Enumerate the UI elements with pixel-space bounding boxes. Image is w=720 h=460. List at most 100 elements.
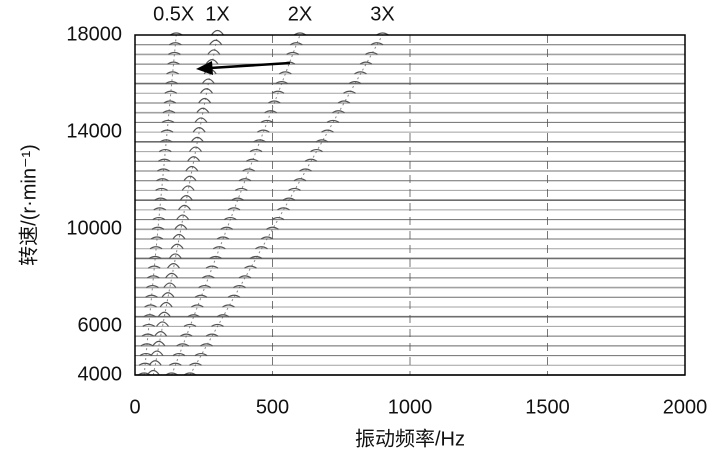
- order-peak: [147, 265, 161, 269]
- order-peak: [183, 175, 197, 182]
- order-peak: [209, 255, 222, 259]
- order-peak: [326, 119, 340, 123]
- order-peak: [163, 100, 177, 104]
- order-label: 2X: [288, 3, 312, 25]
- order-peak: [151, 226, 165, 230]
- order-peak: [271, 90, 285, 94]
- order-peak: [253, 139, 266, 143]
- plot-frame: [134, 34, 686, 376]
- order-peak: [141, 333, 155, 337]
- order-peak: [198, 97, 212, 104]
- order-peak: [157, 168, 170, 172]
- y-tick-label: 18000: [66, 23, 122, 45]
- order-peak: [310, 148, 323, 153]
- order-peak: [168, 51, 181, 55]
- order-peak: [209, 39, 223, 46]
- order-peak: [207, 49, 221, 55]
- x-tick-label: 1000: [388, 396, 433, 418]
- order-peak: [224, 216, 237, 221]
- order-peak: [190, 136, 204, 143]
- order-peak: [170, 243, 184, 250]
- order-peak: [354, 71, 367, 75]
- order-peak: [249, 255, 263, 259]
- order-peak: [198, 284, 211, 289]
- order-label: 3X: [370, 3, 394, 25]
- order-peak: [152, 216, 166, 221]
- order-peak: [235, 187, 248, 191]
- order-peak: [150, 236, 164, 240]
- order-peak: [176, 214, 190, 220]
- order-peak: [348, 80, 362, 85]
- order-line: [143, 34, 177, 376]
- order-peak: [176, 343, 189, 347]
- order-peak: [238, 178, 252, 182]
- y-tick-label: 10000: [66, 218, 122, 240]
- order-peak: [164, 90, 178, 94]
- order-peak: [282, 197, 296, 201]
- order-peak: [200, 88, 213, 94]
- order-peak: [154, 331, 168, 337]
- order-peak: [246, 158, 259, 162]
- order-peak: [370, 42, 384, 46]
- order-peak: [315, 139, 329, 143]
- order-peak: [172, 233, 186, 240]
- order-peak: [194, 117, 208, 123]
- order-peak: [257, 129, 270, 133]
- order-peak: [233, 284, 246, 289]
- order-peak: [161, 119, 175, 123]
- y-tick-label: 6000: [78, 315, 123, 337]
- order-peak: [168, 253, 182, 259]
- order-peak: [220, 226, 233, 230]
- order-peak: [202, 275, 215, 279]
- order-peak: [238, 275, 252, 279]
- order-peak: [222, 304, 235, 308]
- order-peak: [158, 148, 172, 153]
- order-peak: [201, 78, 215, 84]
- order-peak: [187, 156, 201, 162]
- y-tick-label: 4000: [78, 363, 123, 385]
- order-peak: [169, 42, 182, 46]
- order-peak: [165, 272, 179, 279]
- order-peak: [191, 304, 204, 308]
- order-peak: [143, 314, 156, 318]
- order-peak: [163, 282, 177, 288]
- order-peak: [146, 369, 160, 376]
- order-peak: [304, 158, 318, 162]
- order-peak: [299, 168, 312, 172]
- order-peak: [145, 294, 158, 298]
- order-peak: [255, 246, 268, 250]
- order-peak: [172, 352, 186, 357]
- order-peak: [268, 100, 281, 104]
- order-peak: [216, 314, 230, 318]
- x-tick-label: 500: [256, 396, 289, 418]
- order-peak: [156, 178, 169, 182]
- order-peak: [192, 127, 206, 133]
- order-peak: [147, 275, 160, 279]
- order-peak: [150, 350, 164, 356]
- order-peak: [152, 340, 166, 347]
- order-peak: [286, 51, 299, 55]
- order-peak: [266, 226, 279, 230]
- order-peak: [227, 207, 241, 211]
- order-peak: [231, 197, 244, 201]
- order-peak: [227, 294, 241, 298]
- x-tick-label: 0: [129, 396, 140, 418]
- order-peak: [165, 80, 178, 85]
- order-peak: [149, 246, 163, 250]
- order-peak: [159, 139, 173, 143]
- order-peak: [359, 61, 373, 65]
- order-peak: [332, 110, 345, 114]
- order-peak: [277, 207, 290, 211]
- order-peak: [260, 119, 274, 123]
- order-peak: [279, 71, 292, 75]
- order-peak: [181, 185, 195, 191]
- order-peak: [205, 59, 219, 65]
- order-peak: [200, 343, 213, 347]
- order-peak: [179, 195, 193, 201]
- order-peak: [365, 51, 378, 55]
- order-peak: [178, 204, 191, 211]
- order-peak: [155, 187, 168, 191]
- order-peak: [169, 362, 182, 366]
- order-peak: [166, 71, 179, 75]
